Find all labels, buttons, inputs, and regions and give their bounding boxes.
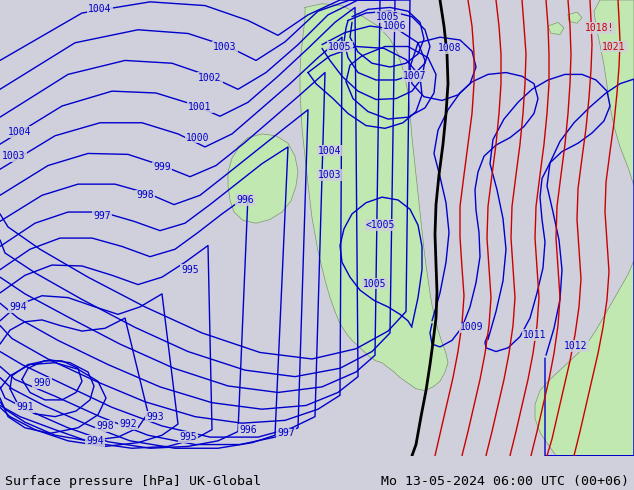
Text: 991: 991 — [16, 402, 34, 413]
Polygon shape — [594, 0, 634, 186]
Text: 1009: 1009 — [460, 322, 484, 332]
Text: 1007: 1007 — [403, 71, 427, 81]
Text: 1003: 1003 — [318, 170, 342, 180]
Text: 994: 994 — [86, 436, 104, 446]
Text: Mo 13-05-2024 06:00 UTC (00+06): Mo 13-05-2024 06:00 UTC (00+06) — [381, 474, 629, 488]
Text: 1005: 1005 — [363, 279, 387, 289]
Text: Surface pressure [hPa] UK-Global: Surface pressure [hPa] UK-Global — [5, 474, 261, 488]
Text: 997: 997 — [93, 211, 111, 221]
Polygon shape — [228, 134, 298, 223]
Text: 997: 997 — [277, 428, 295, 439]
Text: 992: 992 — [119, 419, 137, 429]
Text: 1004: 1004 — [8, 127, 32, 137]
Text: 1002: 1002 — [198, 73, 222, 83]
Polygon shape — [300, 4, 448, 391]
Text: 993: 993 — [146, 412, 164, 421]
Text: 1006: 1006 — [383, 21, 407, 31]
Text: 996: 996 — [239, 425, 257, 435]
Polygon shape — [568, 12, 582, 23]
Text: 1001: 1001 — [188, 102, 212, 112]
Text: 1005: 1005 — [328, 42, 352, 51]
Text: 1004: 1004 — [88, 4, 112, 14]
Text: 998: 998 — [136, 190, 154, 200]
Text: 994: 994 — [9, 302, 27, 312]
Text: 998: 998 — [96, 421, 114, 431]
Polygon shape — [535, 260, 634, 456]
Polygon shape — [548, 23, 564, 34]
Text: 996: 996 — [236, 195, 254, 205]
Text: 990: 990 — [33, 378, 51, 388]
Text: 1012: 1012 — [564, 341, 588, 351]
Text: 1003: 1003 — [213, 42, 236, 51]
Text: 1011: 1011 — [523, 330, 547, 340]
Text: 999: 999 — [153, 162, 171, 172]
Text: 1004: 1004 — [318, 146, 342, 156]
Text: 1003: 1003 — [3, 151, 26, 161]
Text: 1000: 1000 — [186, 133, 210, 143]
Text: 1021: 1021 — [602, 42, 626, 51]
Text: 995: 995 — [179, 432, 197, 442]
Text: 995: 995 — [181, 265, 199, 275]
Text: 1018!: 1018! — [585, 23, 615, 33]
Text: <1005: <1005 — [365, 220, 395, 230]
Text: 1005: 1005 — [376, 12, 400, 22]
Text: 1008: 1008 — [438, 43, 462, 53]
